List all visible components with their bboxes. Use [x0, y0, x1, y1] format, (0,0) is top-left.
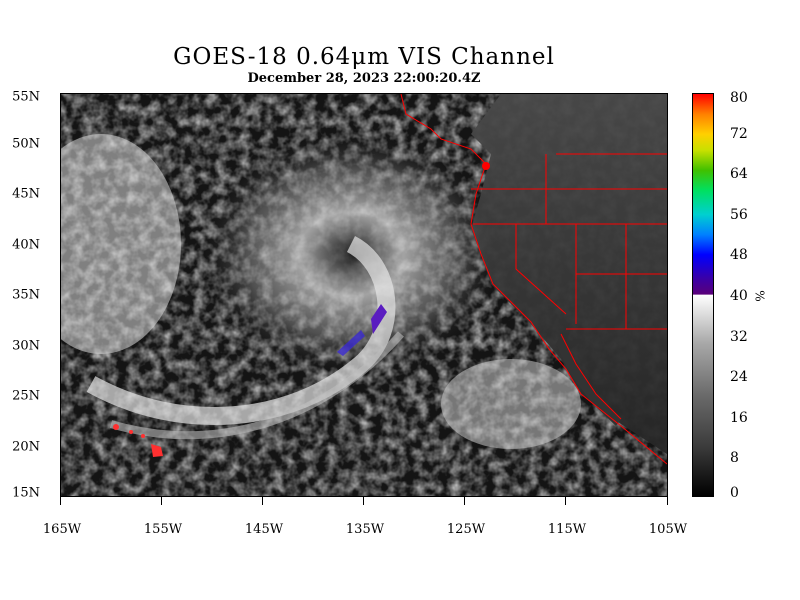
colorbar-label-72: 72 — [730, 126, 748, 142]
lon-label-135w: 135W — [345, 522, 385, 537]
x-tick — [60, 497, 61, 505]
baja-coastline — [560, 333, 622, 420]
satellite-image — [60, 93, 668, 497]
lat-label-25n: 25N — [12, 388, 40, 404]
lat-label-45n: 45N — [12, 186, 40, 202]
ca-nv-border — [515, 224, 567, 315]
x-tick — [161, 497, 162, 505]
lat-label-40n: 40N — [12, 237, 40, 253]
lat-label-20n: 20N — [12, 439, 40, 455]
coastline — [400, 94, 667, 465]
colorbar-label-40: 40 — [730, 288, 748, 304]
puget-sound-marker — [482, 162, 490, 170]
colorbar-label-0: 0 — [730, 485, 739, 501]
lat-label-30n: 30N — [12, 338, 40, 354]
colorbar-unit: % — [752, 290, 767, 302]
x-tick — [667, 497, 668, 505]
lon-label-115w: 115W — [547, 522, 587, 537]
chart-title: GOES-18 0.64μm VIS Channel — [173, 44, 555, 70]
lon-label-155w: 155W — [143, 522, 183, 537]
colorbar — [692, 93, 714, 497]
boundary-lines — [400, 94, 667, 465]
cloud-band-secondary — [109, 331, 404, 440]
lon-label-145w: 145W — [244, 522, 284, 537]
x-tick — [565, 497, 566, 505]
colorbar-label-8: 8 — [730, 450, 739, 466]
x-tick — [464, 497, 465, 505]
colorbar-label-48: 48 — [730, 247, 748, 263]
x-tick — [262, 497, 263, 505]
colorbar-label-64: 64 — [730, 166, 748, 182]
north-america-landmass — [471, 94, 667, 454]
lon-label-105w: 105W — [648, 522, 688, 537]
chart-subtitle: December 28, 2023 22:00:20.4Z — [247, 71, 481, 86]
colorbar-label-32: 32 — [730, 329, 748, 345]
lat-label-50n: 50N — [12, 136, 40, 152]
cloud-band — [86, 235, 396, 425]
subtropical-cloud — [441, 359, 581, 449]
colorbar-label-56: 56 — [730, 207, 748, 223]
x-tick — [363, 497, 364, 505]
lat-label-55n: 55N — [12, 89, 40, 105]
lon-label-125w: 125W — [446, 522, 486, 537]
high-reflectance-patch — [371, 304, 387, 334]
satellite-map-svg — [61, 94, 667, 496]
lon-label-165w: 165W — [42, 522, 82, 537]
colorbar-label-24: 24 — [730, 369, 748, 385]
hawaii — [113, 424, 163, 457]
northwest-cloud-mass — [61, 134, 181, 354]
high-reflectance-streak — [337, 330, 365, 356]
colorbar-label-16: 16 — [730, 410, 748, 426]
lat-label-35n: 35N — [12, 287, 40, 303]
lat-label-15n: 15N — [12, 485, 40, 501]
colorbar-label-80: 80 — [730, 90, 748, 106]
